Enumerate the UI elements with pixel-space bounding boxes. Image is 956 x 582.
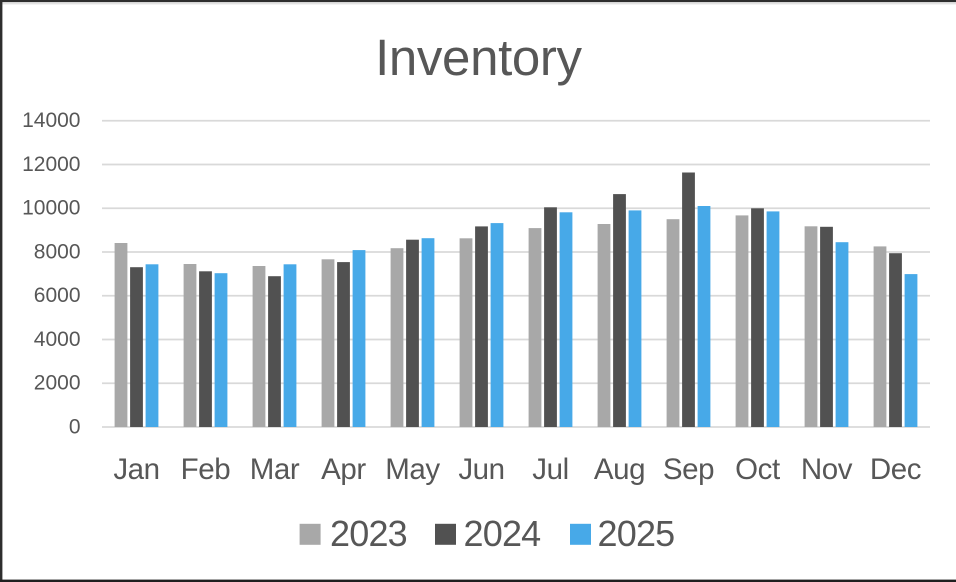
svg-text:Sep: Sep: [663, 453, 714, 486]
svg-text:4000: 4000: [34, 328, 81, 351]
svg-text:Dec: Dec: [870, 453, 921, 486]
svg-text:14000: 14000: [22, 109, 80, 132]
svg-text:8000: 8000: [34, 240, 81, 263]
svg-text:Jan: Jan: [113, 453, 159, 486]
svg-text:10000: 10000: [22, 197, 80, 220]
svg-text:Jun: Jun: [458, 453, 504, 486]
svg-text:Inventory: Inventory: [375, 29, 582, 86]
svg-text:Aug: Aug: [594, 453, 645, 486]
svg-text:Jul: Jul: [532, 453, 569, 486]
svg-text:12000: 12000: [22, 153, 80, 176]
svg-text:2024: 2024: [464, 513, 541, 554]
svg-text:6000: 6000: [34, 284, 81, 307]
svg-text:2023: 2023: [330, 513, 407, 554]
svg-text:Mar: Mar: [250, 453, 300, 486]
svg-text:2000: 2000: [34, 372, 81, 395]
svg-text:Nov: Nov: [801, 453, 853, 486]
svg-text:May: May: [385, 453, 440, 486]
svg-text:Apr: Apr: [321, 453, 366, 486]
svg-text:0: 0: [69, 415, 81, 438]
svg-text:Oct: Oct: [735, 453, 780, 486]
svg-text:2025: 2025: [598, 513, 675, 554]
svg-text:Feb: Feb: [181, 453, 231, 486]
